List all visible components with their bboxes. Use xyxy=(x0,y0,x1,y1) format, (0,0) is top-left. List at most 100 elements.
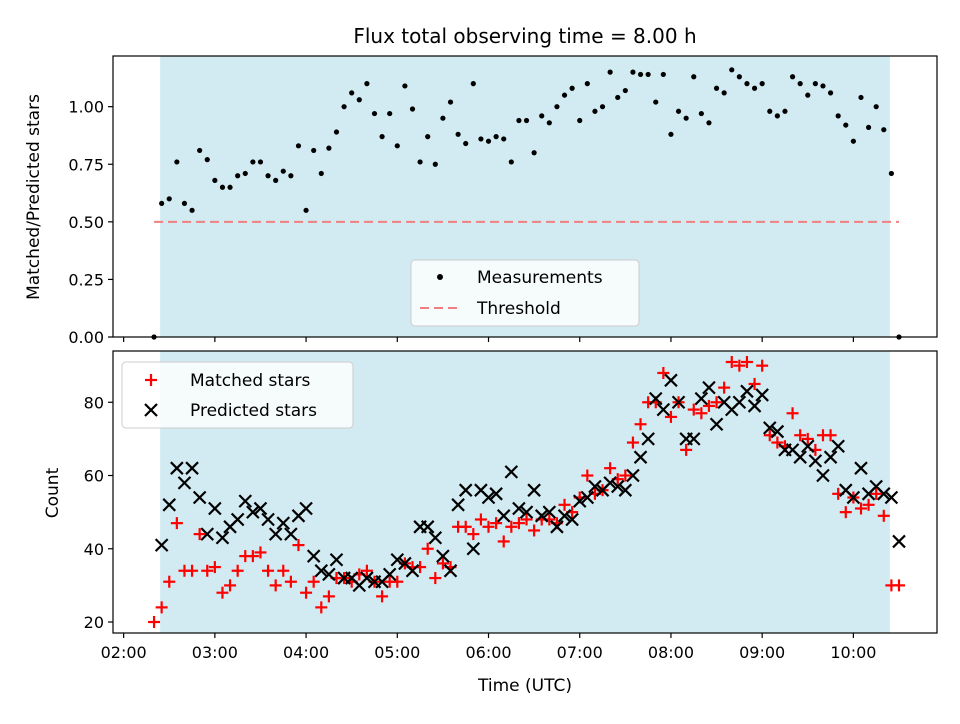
measurement-point xyxy=(303,207,309,213)
measurements-legend-label: Measurements xyxy=(477,268,603,288)
measurement-point xyxy=(751,85,758,91)
matched-star-point xyxy=(300,586,313,599)
predicted-star-point xyxy=(534,509,549,523)
measurement-point xyxy=(584,81,590,87)
measurement-point xyxy=(417,159,423,165)
measurement-point xyxy=(432,161,438,167)
measurement-point xyxy=(318,170,324,177)
top-legend: Measurements Threshold xyxy=(410,259,640,327)
measurement-point xyxy=(197,147,203,154)
measurement-point xyxy=(675,108,682,114)
measurement-point xyxy=(333,129,340,135)
matched-star-point xyxy=(680,443,693,456)
measurement-point xyxy=(455,131,461,137)
matched-star-point xyxy=(702,399,715,412)
predicted-star-point xyxy=(253,501,268,516)
matched-star-point xyxy=(824,429,837,442)
predicted-star-point xyxy=(436,549,450,563)
measurement-point xyxy=(364,81,370,87)
matched-star-point xyxy=(186,564,199,577)
x-tick-label: 04:00 xyxy=(283,643,329,662)
measurement-point xyxy=(295,143,302,149)
measurement-point xyxy=(250,159,256,165)
measurement-point xyxy=(782,108,788,114)
measurement-point xyxy=(706,120,712,126)
chart-title: Flux total observing time = 8.00 h xyxy=(353,24,696,48)
predicted-star-point xyxy=(846,490,861,505)
measurement-point xyxy=(204,157,210,163)
predicted-star-point xyxy=(610,479,625,494)
predicted-star-point xyxy=(641,432,655,446)
measurement-point xyxy=(668,131,674,137)
predicted-star-point xyxy=(694,391,709,406)
predicted-star-point xyxy=(527,483,541,497)
predicted-star-point xyxy=(238,494,253,508)
predicted-star-point xyxy=(322,567,336,582)
predicted-star-point xyxy=(496,509,511,523)
predicted-star-point xyxy=(208,501,222,516)
matched-star-point xyxy=(854,502,867,515)
measurement-point xyxy=(637,71,644,78)
measurement-point xyxy=(660,71,666,78)
measurement-point xyxy=(881,127,887,133)
measurement-point xyxy=(387,110,393,117)
matched-star-point xyxy=(725,355,738,368)
measurement-point xyxy=(265,173,271,179)
predicted-star-point xyxy=(192,490,207,505)
x-tick-label: 06:00 xyxy=(465,643,511,662)
measurement-point xyxy=(850,138,856,144)
predicted-star-point xyxy=(671,395,686,410)
matched-star-point xyxy=(520,513,533,526)
predicted-star-point xyxy=(420,520,435,534)
predicted-star-point xyxy=(664,373,678,388)
measurement-point xyxy=(683,115,689,121)
matched-star-point xyxy=(307,575,320,588)
predicted-legend-marker xyxy=(144,403,158,417)
measurement-point xyxy=(622,87,628,94)
predicted-star-point xyxy=(892,534,906,549)
measurement-point xyxy=(805,92,811,98)
predicted-star-point xyxy=(603,476,617,490)
predicted-star-point xyxy=(177,476,192,490)
predicted-star-point xyxy=(261,512,275,527)
predicted-star-point xyxy=(154,538,169,552)
matched-star-point xyxy=(376,590,389,603)
matched-star-point xyxy=(148,616,161,629)
predicted-star-point xyxy=(550,520,564,534)
measurement-point xyxy=(539,113,545,119)
bottom-y-tick-label: 20 xyxy=(84,613,104,632)
predicted-star-point xyxy=(489,487,503,501)
measurement-point xyxy=(493,134,499,140)
measurement-point xyxy=(379,134,385,140)
measurement-point xyxy=(235,173,241,179)
matched-star-point xyxy=(695,407,708,420)
matched-star-point xyxy=(794,429,807,442)
predicted-star-point xyxy=(580,490,595,505)
measurement-point xyxy=(341,104,347,110)
predicted-star-point xyxy=(854,461,868,475)
x-tick-label: 03:00 xyxy=(192,643,238,662)
measurement-point xyxy=(311,147,317,154)
measurement-point xyxy=(835,113,841,119)
matched-star-point xyxy=(687,403,700,416)
predicted-star-point xyxy=(884,490,899,505)
measurement-point xyxy=(531,150,537,156)
measurement-point xyxy=(257,159,264,165)
measurement-point xyxy=(729,67,735,73)
predicted-star-point xyxy=(732,395,747,410)
measurement-point xyxy=(508,159,514,165)
matched-legend-marker xyxy=(145,374,157,386)
matched-star-point xyxy=(664,410,677,423)
measurement-point xyxy=(599,104,606,110)
predicted-star-point xyxy=(572,494,587,508)
predicted-star-point xyxy=(466,541,481,556)
predicted-star-point xyxy=(588,479,602,494)
measurement-point xyxy=(181,200,188,207)
matched-star-point xyxy=(718,381,731,394)
top-panel: 0.00 0.25 0.50 0.75 1.00 Matched/Predicted s… xyxy=(24,55,938,347)
matched-star-point xyxy=(284,575,297,588)
measurement-point xyxy=(797,81,803,87)
threshold-legend-label: Threshold xyxy=(476,299,561,319)
matched-star-point xyxy=(262,564,275,577)
matched-star-point xyxy=(626,436,639,449)
